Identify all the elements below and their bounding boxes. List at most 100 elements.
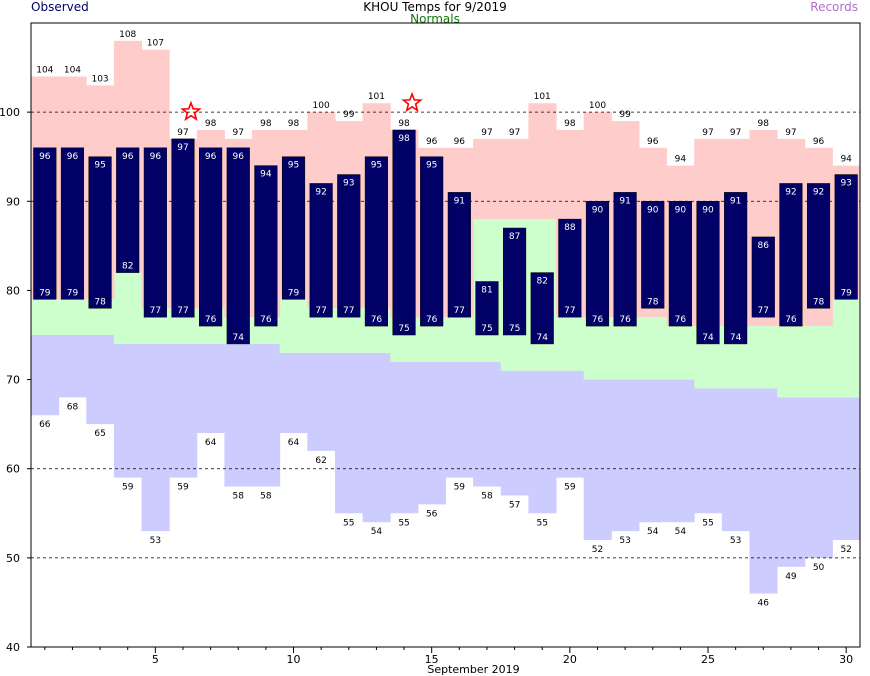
record-low-label: 52: [840, 545, 851, 555]
observed-high-label: 86: [758, 241, 770, 251]
observed-high-label: 91: [730, 196, 741, 206]
observed-bar: [641, 201, 665, 309]
observed-bar: [613, 192, 637, 327]
x-tick-label: 10: [287, 653, 301, 666]
observed-high-label: 92: [785, 187, 796, 197]
record-low-label: 55: [536, 518, 547, 528]
record-high-label: 101: [534, 92, 551, 102]
plot-frame: [30, 22, 861, 648]
record-low-band: [694, 388, 723, 514]
legend-records: Records: [810, 0, 858, 14]
observed-bar: [254, 165, 278, 327]
observed-low-label: 79: [39, 288, 51, 298]
x-axis-label: September 2019: [427, 663, 519, 676]
observed-bar: [806, 183, 831, 309]
observed-high-label: 98: [398, 134, 410, 144]
record-low-band: [31, 335, 60, 416]
observed-low-label: 79: [67, 288, 79, 298]
observed-low-label: 76: [785, 315, 797, 325]
normal-band: [31, 299, 60, 335]
observed-low-label: 74: [730, 333, 742, 343]
observed-low-label: 79: [288, 288, 300, 298]
record-low-label: 62: [315, 456, 326, 466]
normal-band: [638, 317, 668, 380]
record-low-band: [307, 352, 336, 451]
observed-low-label: 77: [177, 306, 188, 316]
record-low-band: [556, 370, 585, 478]
record-low-label: 55: [702, 518, 713, 528]
normal-band: [279, 299, 308, 353]
record-high-band: [528, 103, 557, 220]
record-low-label: 54: [647, 527, 659, 537]
record-low-label: 53: [150, 536, 161, 546]
observed-bar: [88, 156, 112, 309]
record-high-label: 107: [147, 39, 164, 49]
observed-low-label: 77: [315, 306, 326, 316]
observed-bar: [143, 147, 167, 318]
record-low-band: [445, 361, 474, 478]
record-low-label: 55: [398, 518, 409, 528]
record-high-label: 97: [509, 128, 520, 138]
observed-low-label: 79: [840, 288, 852, 298]
record-low-band: [473, 361, 502, 487]
observed-low-label: 75: [509, 324, 520, 334]
observed-bar: [447, 192, 471, 318]
observed-bar: [281, 156, 306, 300]
observed-low-label: 77: [758, 306, 769, 316]
observed-bar: [724, 192, 748, 345]
record-low-band: [528, 370, 557, 514]
record-low-label: 59: [177, 483, 189, 493]
record-high-label: 104: [36, 65, 53, 75]
record-low-label: 53: [619, 536, 630, 546]
observed-bar: [309, 183, 333, 318]
observed-bar: [779, 183, 803, 327]
record-low-label: 64: [205, 438, 217, 448]
observed-low-label: 76: [592, 315, 604, 325]
observed-high-label: 94: [260, 170, 272, 180]
observed-high-label: 90: [702, 205, 714, 215]
chart-title: KHOU Temps for 9/2019: [363, 0, 507, 14]
observed-high-label: 90: [592, 205, 604, 215]
record-high-label: 96: [647, 137, 659, 147]
record-high-label: 96: [426, 137, 438, 147]
observed-low-label: 74: [233, 333, 245, 343]
record-low-label: 49: [785, 572, 797, 582]
record-low-label: 54: [371, 527, 383, 537]
record-low-band: [113, 343, 143, 478]
record-high-label: 94: [840, 155, 852, 165]
record-low-label: 68: [67, 402, 79, 412]
observed-low-label: 78: [813, 297, 825, 307]
record-low-label: 54: [675, 527, 687, 537]
record-high-label: 100: [589, 101, 606, 111]
observed-high-label: 96: [150, 152, 162, 162]
record-high-label: 98: [260, 119, 272, 129]
record-low-band: [279, 352, 308, 434]
record-high-label: 99: [619, 110, 631, 120]
observed-low-label: 77: [564, 306, 575, 316]
observed-high-label: 96: [67, 152, 79, 162]
y-tick-label: 40: [6, 641, 20, 654]
observed-bar: [530, 272, 554, 345]
observed-bar: [337, 174, 361, 318]
record-low-label: 65: [94, 429, 105, 439]
observed-low-label: 75: [398, 324, 409, 334]
record-high-label: 96: [454, 137, 466, 147]
record-low-label: 58: [481, 492, 493, 502]
observed-low-label: 77: [150, 306, 161, 316]
observed-bar: [696, 201, 720, 345]
record-low-band: [252, 343, 281, 487]
record-high-label: 108: [119, 30, 136, 40]
observed-bar: [226, 147, 250, 345]
record-low-band: [58, 335, 87, 398]
observed-bar: [668, 201, 692, 327]
record-low-band: [224, 343, 253, 487]
observed-high-label: 95: [94, 161, 105, 171]
observed-bar: [585, 201, 610, 327]
observed-bar: [558, 218, 582, 318]
record-high-label: 104: [64, 65, 81, 75]
record-high-label: 97: [481, 128, 492, 138]
observed-high-label: 95: [288, 161, 299, 171]
record-low-band: [390, 361, 419, 514]
y-tick-label: 100: [0, 106, 20, 119]
record-low-label: 58: [233, 492, 245, 502]
